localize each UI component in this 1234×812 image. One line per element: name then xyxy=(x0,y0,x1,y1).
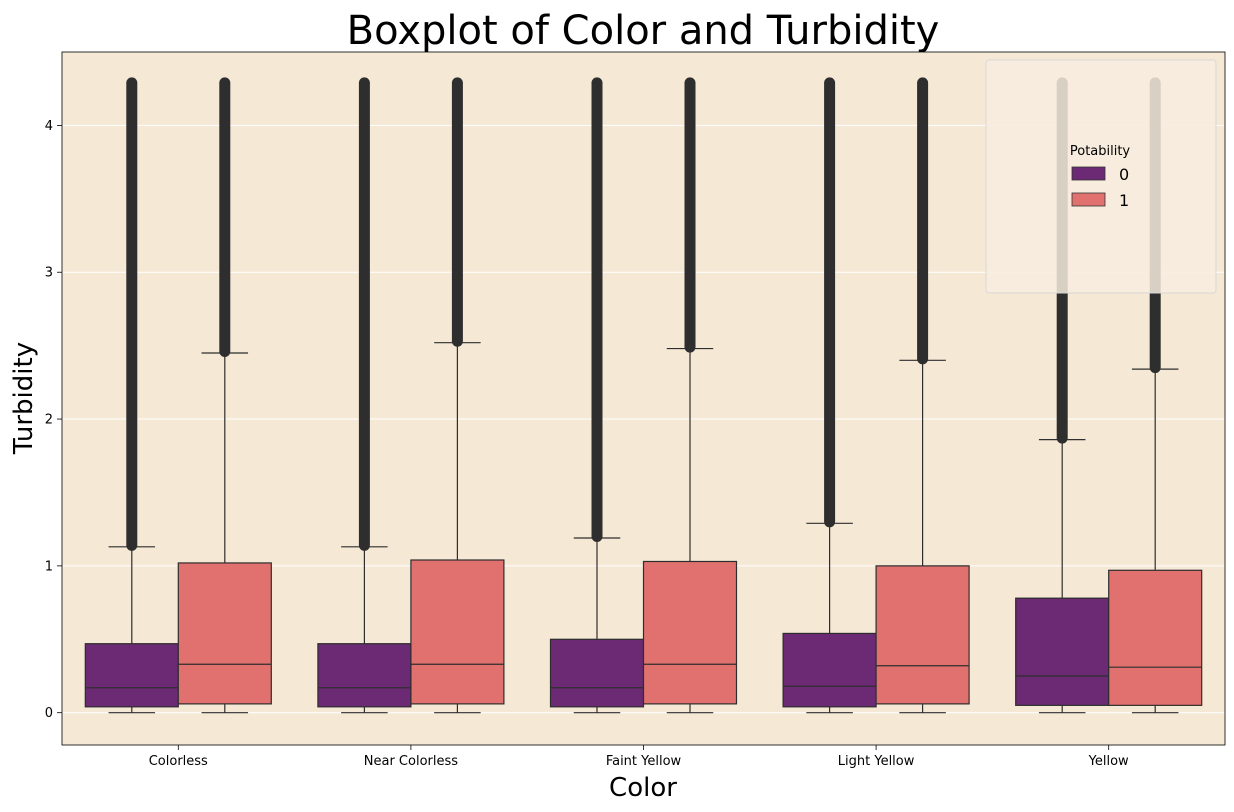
y-axis-ticks: 0 1 2 3 4 xyxy=(45,119,62,721)
legend: Potability 0 1 xyxy=(985,59,1217,294)
iqr-box-1-3 xyxy=(875,565,970,705)
box-0-0 xyxy=(84,77,179,714)
y-tick-label-0: 0 xyxy=(45,706,53,721)
iqr-box-0-1 xyxy=(317,643,412,708)
legend-swatch-0 xyxy=(1071,166,1106,181)
legend-title: Potability xyxy=(1070,144,1131,159)
x-axis-ticks: Colorless Near Colorless Faint Yellow Light… xyxy=(149,745,1129,769)
box-0-1 xyxy=(317,77,412,714)
iqr-box-0-0 xyxy=(84,643,179,708)
iqr-box-0-4 xyxy=(1015,597,1110,706)
iqr-box-0-3 xyxy=(782,632,877,708)
iqr-box-1-4 xyxy=(1108,569,1203,706)
y-axis-label: Turbidity xyxy=(9,342,39,455)
iqr-box-1-0 xyxy=(177,562,272,705)
x-tick-label-0: Colorless xyxy=(149,754,208,769)
legend-swatch-1 xyxy=(1071,192,1106,207)
box-1-3 xyxy=(875,77,970,714)
iqr-box-0-2 xyxy=(549,638,645,708)
box-0-2 xyxy=(549,77,645,714)
x-tick-label-1: Near Colorless xyxy=(364,754,458,769)
iqr-box-1-1 xyxy=(410,559,505,705)
plot-frame xyxy=(61,51,1226,746)
x-tick-label-3: Light Yellow xyxy=(838,754,915,769)
x-tick-label-4: Yellow xyxy=(1088,754,1129,769)
box-1-1 xyxy=(410,77,505,714)
box-0-3 xyxy=(782,77,877,714)
iqr-box-1-2 xyxy=(642,560,738,705)
legend-label-1: 1 xyxy=(1119,191,1129,210)
x-axis-label: Color xyxy=(609,773,677,803)
x-tick-label-2: Faint Yellow xyxy=(606,754,682,769)
legend-label-0: 0 xyxy=(1119,165,1129,184)
y-tick-label-3: 3 xyxy=(45,266,53,281)
box-1-2 xyxy=(642,77,738,714)
y-tick-label-4: 4 xyxy=(45,119,53,134)
box-1-0 xyxy=(177,77,272,714)
y-tick-label-1: 1 xyxy=(45,559,53,574)
chart-title: Boxplot of Color and Turbidity xyxy=(347,8,940,54)
y-tick-label-2: 2 xyxy=(45,413,53,428)
